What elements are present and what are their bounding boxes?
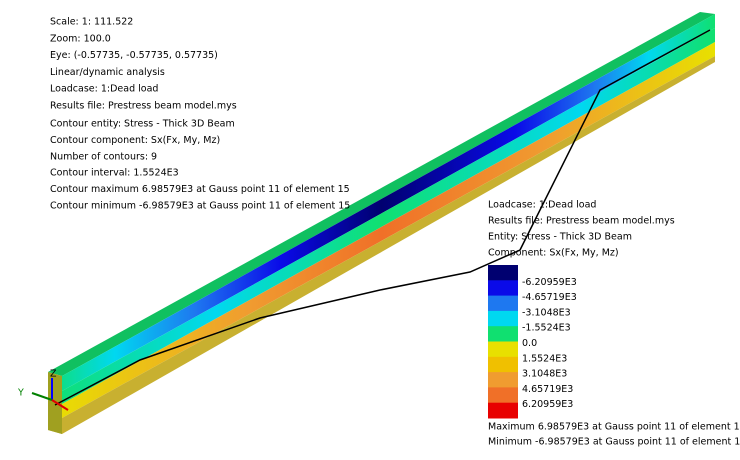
legend-footer: Maximum 6.98579E3 at Gauss point 11 of e… <box>488 422 740 433</box>
legend-swatch <box>488 341 518 358</box>
contour-info-line: Contour minimum -6.98579E3 at Gauss poin… <box>50 201 350 212</box>
legend-swatch <box>488 310 518 327</box>
legend-footer: Minimum -6.98579E3 at Gauss point 11 of … <box>488 437 740 448</box>
legend-label: 4.65719E3 <box>522 384 573 395</box>
legend-label: 3.1048E3 <box>522 369 567 380</box>
legend-header: Results file: Prestress beam model.mys <box>488 216 675 227</box>
contour-info-line: Contour entity: Stress - Thick 3D Beam <box>50 119 235 130</box>
beam <box>48 12 715 434</box>
annotations: Scale: 1: 111.522 Zoom: 100.0 Eye: (-0.577… <box>50 17 350 212</box>
legend-swatch <box>488 265 518 281</box>
beam-face-upper <box>62 14 715 391</box>
legend-label: 1.5524E3 <box>522 353 567 364</box>
beam-face-lower <box>62 42 715 418</box>
legend-header: Loadcase: 1:Dead load <box>488 200 596 211</box>
info-line: Loadcase: 1:Dead load <box>50 84 158 95</box>
x-axis <box>51 399 69 411</box>
contour-info-line: Contour maximum 6.98579E3 at Gauss point… <box>50 184 350 195</box>
info-line: Scale: 1: 111.522 <box>50 17 133 28</box>
beam-top-face <box>48 12 715 376</box>
beam-face-middle <box>62 28 715 404</box>
legend: Loadcase: 1:Dead load Results file: Prest… <box>488 200 740 448</box>
legend-label: 6.20959E3 <box>522 399 573 410</box>
y-axis <box>31 392 53 401</box>
contour-info-line: Number of contours: 9 <box>50 151 157 162</box>
legend-label: -1.5524E3 <box>522 323 571 334</box>
contour-info-line: Contour interval: 1.5524E3 <box>50 168 179 179</box>
legend-swatch <box>488 402 518 419</box>
info-line: Eye: (-0.57735, -0.57735, 0.57735) <box>50 50 218 61</box>
tendon <box>54 29 711 406</box>
contour-info-line: Contour component: Sx(Fx, My, Mz) <box>50 135 220 146</box>
legend-label: -6.20959E3 <box>522 277 577 288</box>
legend-header: Component: Sx(Fx, My, Mz) <box>488 248 619 259</box>
beam-bottom <box>48 56 715 434</box>
legend-header: Entity: Stress - Thick 3D Beam <box>488 232 632 243</box>
legend-label: -4.65719E3 <box>522 292 577 303</box>
legend-swatch <box>488 326 518 342</box>
info-line: Linear/dynamic analysis <box>50 67 165 78</box>
info-line: Zoom: 100.0 <box>50 33 111 44</box>
legend-swatch <box>488 387 518 404</box>
legend-swatch <box>488 295 518 312</box>
y-label: Y <box>17 388 24 399</box>
legend-swatch <box>488 372 518 388</box>
legend-swatch <box>488 280 518 297</box>
axis-triad: Z Y <box>17 369 69 411</box>
legend-label: -3.1048E3 <box>522 307 571 318</box>
info-line: Results file: Prestress beam model.mys <box>50 101 237 112</box>
legend-swatch <box>488 356 518 373</box>
legend-label: 0.0 <box>522 338 537 349</box>
z-label: Z <box>50 369 57 380</box>
